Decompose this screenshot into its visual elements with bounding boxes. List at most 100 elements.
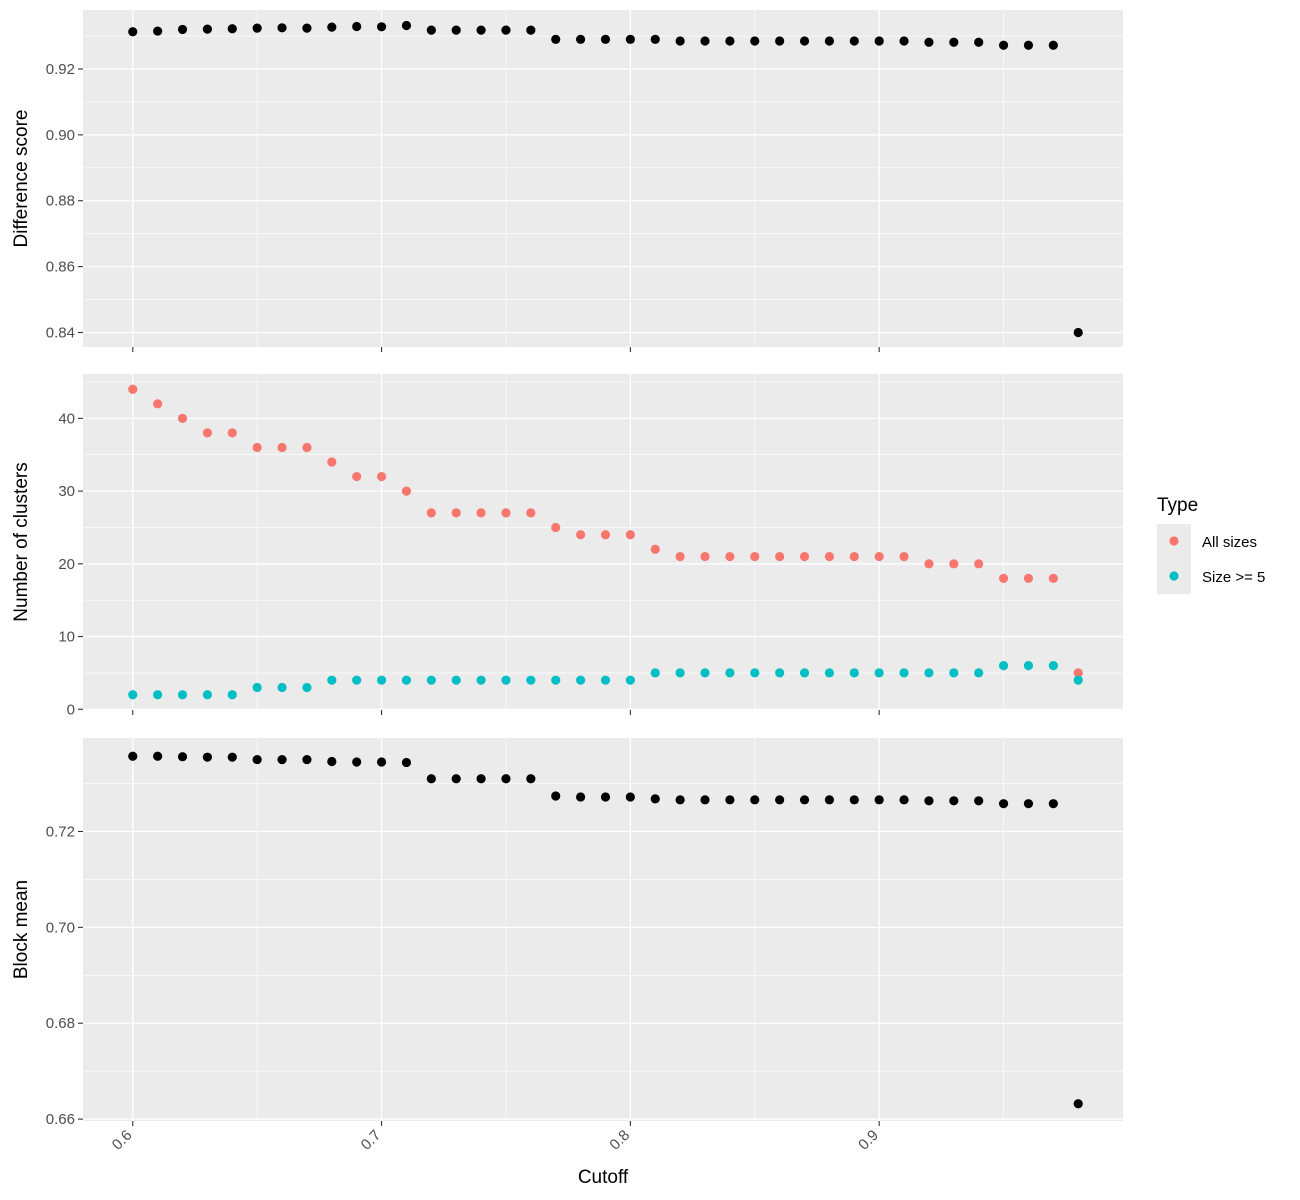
data-point-series-1 xyxy=(227,752,237,762)
data-point-series-1 xyxy=(949,796,959,806)
data-point-series-2 xyxy=(874,668,884,678)
data-point-series-1 xyxy=(426,25,436,35)
y-tick-label: 0.90 xyxy=(46,127,75,144)
data-point-series-1 xyxy=(153,399,163,409)
x-tick-label: 0.6 xyxy=(109,1127,136,1154)
data-point-series-1 xyxy=(750,795,760,805)
chart-panels: 0.84 0.86 0.88 0.90 0.92 Difference score 0 10 2… xyxy=(11,10,1123,1154)
data-point-series-1 xyxy=(302,442,312,453)
panel-1: 0.84 0.86 0.88 0.90 0.92 Difference score xyxy=(11,10,1123,352)
data-point-series-2 xyxy=(849,668,859,678)
data-point-series-1 xyxy=(451,508,461,518)
data-point-series-1 xyxy=(650,794,660,804)
data-point-series-1 xyxy=(576,530,586,540)
data-point-series-2 xyxy=(476,675,486,685)
panel-background xyxy=(83,10,1123,347)
data-point-series-1 xyxy=(227,24,237,34)
data-point-series-2 xyxy=(725,668,735,678)
data-point-series-1 xyxy=(924,559,934,569)
data-point-series-1 xyxy=(451,774,461,784)
data-point-series-1 xyxy=(824,551,835,562)
legend-label-all-sizes: All sizes xyxy=(1202,534,1257,551)
data-point-series-1 xyxy=(775,551,785,562)
data-point-series-1 xyxy=(1048,40,1058,50)
data-point-series-1 xyxy=(153,26,163,36)
data-point-series-1 xyxy=(650,34,660,44)
data-point-series-1 xyxy=(1048,799,1058,809)
data-point-series-1 xyxy=(625,792,635,802)
legend-key-background xyxy=(1157,524,1191,594)
data-point-series-1 xyxy=(949,559,959,569)
data-point-series-2 xyxy=(376,675,387,685)
data-point-series-1 xyxy=(650,544,660,554)
data-point-series-1 xyxy=(1023,40,1034,50)
data-point-series-1 xyxy=(227,428,237,438)
data-point-series-1 xyxy=(277,754,287,765)
data-point-series-2 xyxy=(177,690,188,700)
data-point-series-1 xyxy=(401,486,412,496)
data-point-series-1 xyxy=(600,792,611,802)
data-point-series-1 xyxy=(401,20,412,31)
data-point-series-1 xyxy=(327,756,337,767)
data-point-series-1 xyxy=(1073,327,1083,338)
legend-title: Type xyxy=(1157,495,1198,516)
data-point-series-2 xyxy=(899,668,909,678)
data-point-series-1 xyxy=(426,774,436,784)
data-point-series-1 xyxy=(998,573,1009,583)
data-point-series-2 xyxy=(924,668,934,678)
data-point-series-2 xyxy=(600,675,611,685)
data-point-series-2 xyxy=(302,682,312,693)
data-point-series-1 xyxy=(526,25,536,35)
data-point-series-1 xyxy=(277,23,287,33)
data-point-series-1 xyxy=(177,24,188,35)
data-point-series-1 xyxy=(874,551,884,562)
data-point-series-1 xyxy=(998,40,1009,50)
data-point-series-1 xyxy=(551,522,561,533)
data-point-series-1 xyxy=(725,36,735,46)
data-point-series-2 xyxy=(451,675,461,685)
data-point-series-2 xyxy=(327,675,337,685)
panel-2: 0 10 20 30 40 Number of clusters xyxy=(11,374,1123,718)
y-tick-label: 0 xyxy=(67,701,75,718)
x-tick-label: 0.9 xyxy=(855,1127,882,1154)
legend-label-size-ge-5: Size >= 5 xyxy=(1202,569,1265,586)
data-point-series-1 xyxy=(302,23,312,33)
data-point-series-1 xyxy=(501,25,511,35)
data-point-series-2 xyxy=(700,668,710,678)
data-point-series-1 xyxy=(974,37,984,47)
data-point-series-1 xyxy=(526,508,536,518)
data-point-series-2 xyxy=(352,675,362,685)
data-point-series-1 xyxy=(277,442,287,453)
data-point-series-1 xyxy=(202,428,213,438)
data-point-series-1 xyxy=(327,22,337,32)
data-point-series-2 xyxy=(824,668,835,678)
y-tick-label: 10 xyxy=(58,629,75,646)
data-point-series-1 xyxy=(302,754,312,765)
data-point-series-1 xyxy=(750,551,760,562)
data-point-series-1 xyxy=(551,791,561,801)
data-point-series-1 xyxy=(824,795,835,805)
data-point-series-1 xyxy=(177,752,188,762)
data-point-series-1 xyxy=(799,795,810,805)
data-point-series-2 xyxy=(650,668,660,678)
data-point-series-1 xyxy=(252,442,262,453)
legend-key-all-sizes xyxy=(1169,536,1179,546)
data-point-series-1 xyxy=(874,36,884,46)
data-point-series-1 xyxy=(202,24,213,34)
data-point-series-1 xyxy=(824,36,835,46)
data-point-series-1 xyxy=(327,457,337,467)
data-point-series-1 xyxy=(725,795,735,805)
data-point-series-1 xyxy=(675,36,685,46)
data-point-series-2 xyxy=(1048,661,1058,671)
data-point-series-1 xyxy=(501,508,511,518)
data-point-series-2 xyxy=(625,675,635,685)
data-point-series-1 xyxy=(352,757,362,767)
data-point-series-1 xyxy=(252,23,262,33)
data-point-series-1 xyxy=(700,551,710,562)
y-tick-label: 30 xyxy=(58,483,75,500)
x-tick-label: 0.8 xyxy=(606,1127,633,1154)
data-point-series-2 xyxy=(277,682,287,693)
data-point-series-2 xyxy=(128,690,138,700)
y-tick-label: 0.72 xyxy=(46,823,75,840)
data-point-series-1 xyxy=(451,25,461,35)
